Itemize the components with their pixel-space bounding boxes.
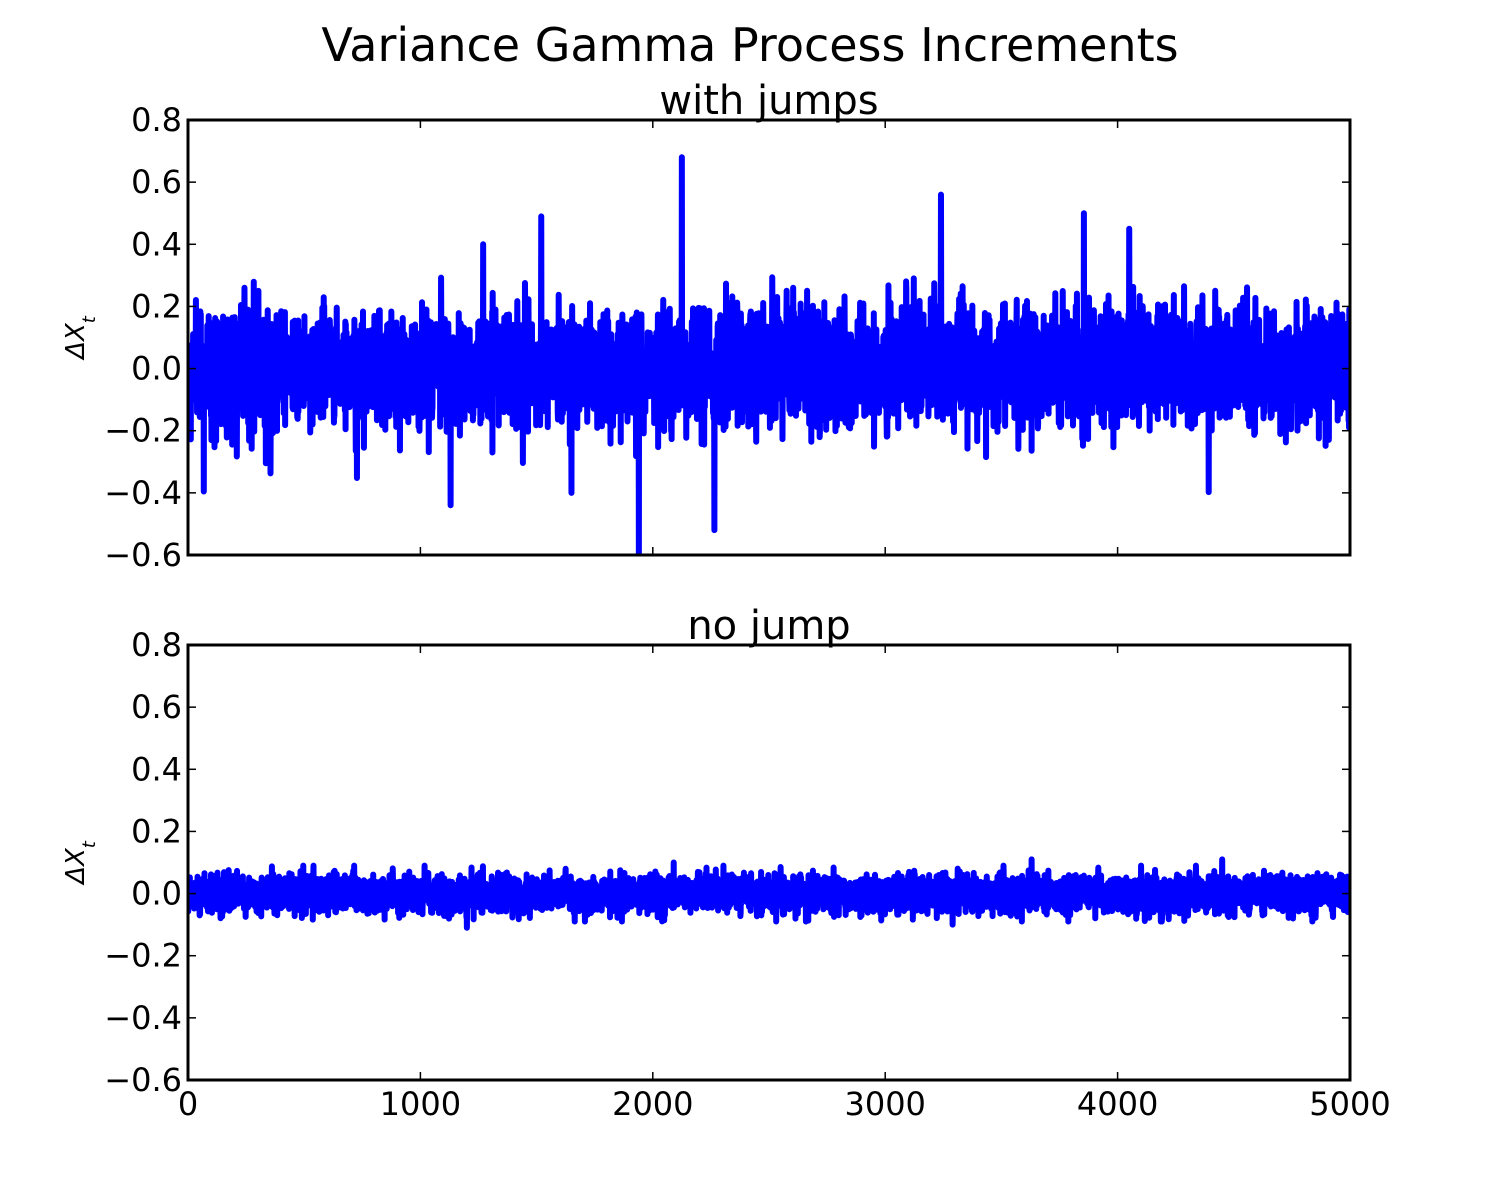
y-tick-label: −0.2 [104,937,182,975]
subplot-with-jumps: 0.8 0.6 0.4 0.2 0.0 −0.2 −0.4 −0.6 with jumps ΔXt [61,78,1352,574]
series-line [188,856,1350,931]
x-tick-label: 0 [178,1085,198,1123]
subplot-title: with jumps [659,78,878,124]
y-tick-label: −0.4 [104,999,182,1037]
y-tick-label: 0.8 [131,626,182,664]
y-tick-label: 0.2 [131,287,182,325]
series-line [188,154,1350,555]
x-tick-label: 5000 [1309,1085,1390,1123]
y-tick-label: 0.6 [131,688,182,726]
y-tick-label: 0.0 [131,875,182,913]
y-axis-label: ΔXt [61,315,100,361]
y-tick-label: 0.6 [131,163,182,201]
y-tick-label: 0.4 [131,750,182,788]
subplot-no-jump: 0.8 0.6 0.4 0.2 0.0 −0.2 −0.4 −0.60 1000 2000 3000… [61,603,1391,1123]
y-tick-label: −0.4 [104,474,182,512]
x-tick-label: 3000 [844,1085,925,1123]
y-tick-label: −0.2 [104,412,182,450]
y-tick-label: 0.0 [131,350,182,388]
x-tick-label: 2000 [612,1085,693,1123]
axes-frame [186,118,1352,557]
x-tick-label: 4000 [1077,1085,1158,1123]
x-tick-label: 1000 [380,1085,461,1123]
y-tick-label: 0.2 [131,812,182,850]
y-axis-label: ΔXt [61,840,100,886]
axes-frame [186,643,1352,1082]
figure-title: Variance Gamma Process Increments [321,18,1179,72]
subplot-title: no jump [687,603,850,649]
y-tick-label: −0.6 [104,536,182,574]
y-tick-label: 0.8 [131,101,182,139]
y-tick-label: 0.4 [131,225,182,263]
y-tick-label: −0.6 [104,1061,182,1099]
